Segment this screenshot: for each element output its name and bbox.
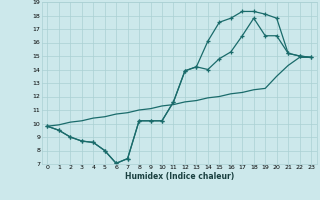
X-axis label: Humidex (Indice chaleur): Humidex (Indice chaleur) bbox=[124, 172, 234, 181]
